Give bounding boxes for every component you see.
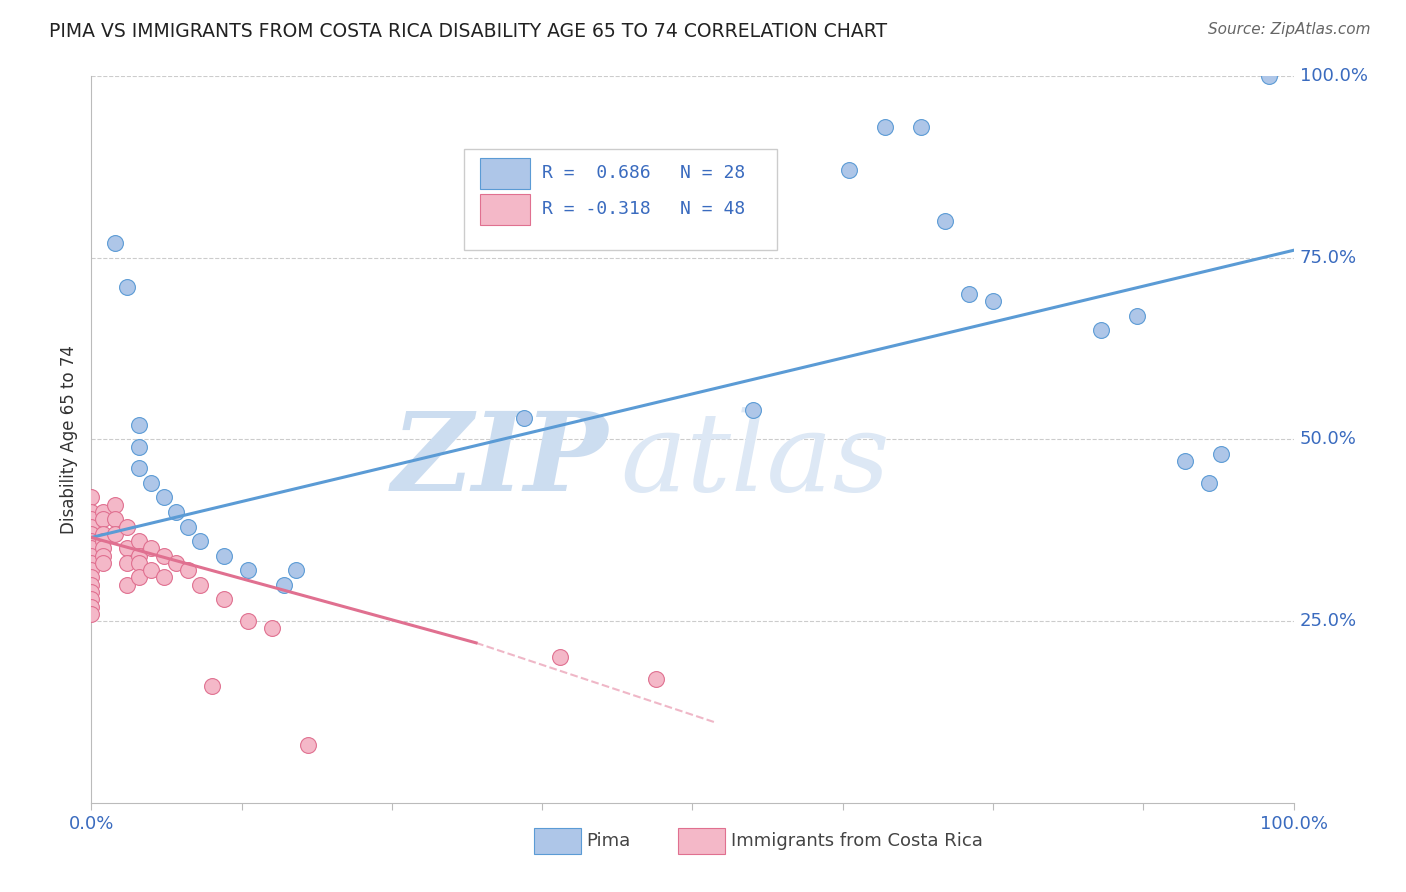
Point [80,592,103,607]
Point [104,526,127,541]
Point [80,534,103,549]
Point [128,440,150,454]
Point [80,491,103,505]
Point [645,672,668,686]
Point [141,563,163,577]
Point [93,556,115,570]
Point [165,556,187,570]
Point [741,403,763,417]
Point [152,570,174,584]
Point [93,526,115,541]
Text: R =  0.686: R = 0.686 [543,163,651,181]
Point [80,549,103,563]
Point [910,120,932,134]
Point [80,570,103,584]
Point [128,556,150,570]
Point [128,417,150,432]
Point [128,461,150,475]
Point [80,556,103,570]
Point [934,214,956,228]
Point [104,498,127,512]
FancyBboxPatch shape [534,828,581,854]
Point [165,505,187,519]
Point [1198,475,1220,490]
Point [117,556,139,570]
Y-axis label: Disability Age 65 to 74: Disability Age 65 to 74 [59,345,77,533]
Point [80,599,103,614]
FancyBboxPatch shape [479,194,530,225]
Point [117,279,139,293]
Text: PIMA VS IMMIGRANTS FROM COSTA RICA DISABILITY AGE 65 TO 74 CORRELATION CHART: PIMA VS IMMIGRANTS FROM COSTA RICA DISAB… [49,22,887,41]
Point [201,680,224,694]
Point [80,563,103,577]
Point [548,650,571,665]
Point [297,738,319,752]
Point [212,592,235,607]
Point [93,512,115,526]
Point [236,563,259,577]
Point [236,614,259,628]
Point [141,475,163,490]
Point [80,607,103,621]
Point [93,505,115,519]
Text: ZIP: ZIP [392,408,609,515]
Point [873,120,896,134]
Point [117,541,139,556]
Point [513,410,536,425]
Point [152,491,174,505]
Point [128,534,150,549]
Point [1211,447,1233,461]
Point [838,163,860,178]
FancyBboxPatch shape [678,828,725,854]
Point [188,578,211,592]
FancyBboxPatch shape [479,158,530,188]
Point [80,585,103,599]
Point [80,526,103,541]
Text: Source: ZipAtlas.com: Source: ZipAtlas.com [1208,22,1371,37]
Point [117,519,139,533]
Text: atlas: atlas [620,408,890,515]
Point [80,512,103,526]
Text: N = 28: N = 28 [681,163,745,181]
Point [1258,69,1281,83]
Point [1126,309,1149,323]
Text: Pima: Pima [586,831,631,849]
Point [141,541,163,556]
Point [93,534,115,549]
Point [80,505,103,519]
Point [117,578,139,592]
Point [80,541,103,556]
Point [152,549,174,563]
Text: R = -0.318: R = -0.318 [543,200,651,218]
Point [212,549,235,563]
Point [93,541,115,556]
Text: 75.0%: 75.0% [1299,249,1357,267]
Point [176,563,198,577]
Text: 50.0%: 50.0% [1299,430,1357,449]
Point [128,549,150,563]
Point [128,570,150,584]
Point [93,549,115,563]
Text: N = 48: N = 48 [681,200,745,218]
Point [273,578,295,592]
Point [957,287,980,301]
Point [981,294,1004,309]
Point [176,519,198,533]
Point [1090,323,1112,337]
Point [260,621,283,635]
Point [188,534,211,549]
Text: 25.0%: 25.0% [1299,612,1357,630]
Point [80,578,103,592]
Point [104,512,127,526]
Point [80,519,103,533]
Point [1174,454,1197,468]
Point [284,563,307,577]
Text: Immigrants from Costa Rica: Immigrants from Costa Rica [731,831,983,849]
FancyBboxPatch shape [464,148,776,251]
Point [104,235,127,250]
Text: 100.0%: 100.0% [1299,67,1368,85]
